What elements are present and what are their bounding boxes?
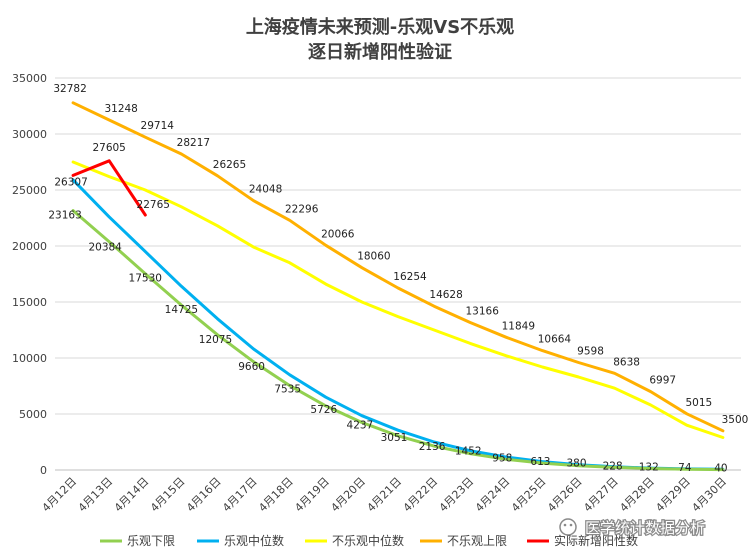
data-label-lower: 1452 [455, 446, 482, 458]
data-label-upper: 8638 [613, 356, 640, 368]
data-label-upper: 13166 [466, 306, 500, 318]
y-tick-label: 10000 [12, 352, 47, 365]
data-label-lower: 12075 [199, 334, 232, 346]
gridlines [55, 77, 741, 415]
y-tick-label: 0 [40, 464, 47, 477]
data-labels: 23163 20384 17530 14725 12075 9660 7535 5726 423… [48, 83, 748, 475]
data-label-lower: 17530 [129, 273, 162, 285]
x-tick-label: 4月25日 [509, 475, 549, 515]
x-tick-label: 4月15日 [148, 475, 188, 515]
data-label-lower: 132 [639, 462, 659, 474]
x-tick-label: 4月20日 [328, 475, 368, 515]
x-tick-label: 4月26日 [545, 475, 585, 515]
data-label-lower: 7535 [274, 384, 301, 396]
data-label-actual: 26307 [54, 176, 87, 188]
x-tick-label: 4月24日 [473, 475, 513, 515]
data-label-upper: 11849 [502, 320, 535, 332]
wechat-icon [559, 518, 577, 536]
x-tick-label: 4月28日 [617, 475, 657, 515]
data-label-lower: 14725 [165, 304, 198, 316]
x-tick-label: 4月21日 [365, 475, 405, 515]
data-label-lower: 228 [603, 460, 623, 472]
legend-label: 乐观下限 [127, 534, 175, 548]
x-tick-label: 4月14日 [112, 475, 152, 515]
legend-label: 不乐观上限 [447, 534, 507, 548]
data-label-upper: 9598 [577, 346, 604, 358]
data-label-lower: 4237 [347, 420, 374, 432]
data-label-upper: 32782 [53, 83, 86, 95]
x-axis: 4月12日4月13日4月14日4月15日4月16日4月17日4月18日4月19日… [40, 469, 741, 515]
data-label-lower: 2136 [419, 441, 446, 453]
x-tick-label: 4月17日 [220, 475, 260, 515]
series-line-0 [71, 209, 725, 472]
data-label-lower: 5726 [310, 404, 337, 416]
data-label-lower: 40 [714, 463, 727, 475]
data-label-lower: 380 [567, 458, 587, 470]
series-line-3 [71, 101, 725, 433]
data-label-upper: 5015 [685, 397, 712, 409]
legend-label: 不乐观中位数 [332, 533, 404, 548]
data-label-lower: 9660 [238, 361, 265, 373]
y-tick-label: 15000 [12, 296, 47, 309]
x-tick-label: 4月18日 [256, 475, 296, 515]
data-label-upper: 24048 [249, 184, 282, 196]
y-tick-label: 20000 [12, 240, 47, 253]
y-tick-label: 5000 [19, 408, 47, 421]
x-tick-label: 4月16日 [184, 475, 224, 515]
data-label-lower: 958 [492, 452, 512, 464]
data-label-upper: 26265 [213, 159, 246, 171]
y-tick-label: 30000 [12, 128, 47, 141]
x-tick-label: 4月22日 [401, 475, 441, 515]
legend-label: 实际新增阳性数 [554, 533, 638, 548]
data-label-lower: 23163 [48, 210, 81, 222]
data-label-lower: 613 [530, 456, 550, 468]
x-tick-label: 4月30日 [689, 475, 729, 515]
data-label-lower: 20384 [88, 242, 122, 254]
data-label-upper: 31248 [104, 103, 137, 115]
data-label-upper: 28217 [177, 137, 210, 149]
x-tick-label: 4月12日 [40, 475, 80, 515]
data-label-upper: 3500 [722, 414, 749, 426]
legend-label: 乐观中位数 [224, 533, 284, 548]
data-label-upper: 18060 [357, 251, 390, 263]
watermark-text: 医学统计数据分析 [585, 519, 705, 537]
x-tick-label: 4月27日 [581, 475, 621, 515]
data-label-upper: 14628 [429, 289, 462, 301]
legend: 乐观下限 乐观中位数 不乐观中位数 不乐观上限 实际新增阳性数 [100, 533, 638, 548]
x-tick-label: 4月23日 [437, 475, 477, 515]
data-label-lower: 3051 [381, 432, 408, 444]
series-line-1 [71, 178, 725, 471]
chart-subtitle: 逐日新增阳性验证 [308, 41, 452, 63]
y-tick-label: 25000 [12, 184, 47, 197]
plot-area [71, 101, 725, 472]
y-axis: 0 5000 10000 15000 20000 25000 30000 35000 [12, 72, 47, 477]
data-label-upper: 29714 [141, 120, 175, 132]
series-line-2 [71, 160, 725, 439]
data-label-upper: 22296 [285, 203, 319, 215]
wechat-icon-eye [569, 523, 573, 527]
data-label-actual: 27605 [92, 142, 125, 154]
data-label-lower: 74 [678, 462, 692, 474]
data-label-upper: 10664 [538, 334, 572, 346]
x-tick-label: 4月29日 [653, 475, 693, 515]
y-tick-label: 35000 [12, 72, 47, 85]
x-tick-label: 4月13日 [76, 475, 116, 515]
series-line-4 [71, 159, 147, 217]
data-label-upper: 6997 [649, 375, 676, 387]
wechat-icon-eye [563, 523, 567, 527]
watermark: 医学统计数据分析 [559, 518, 706, 538]
data-label-actual: 22765 [137, 199, 170, 211]
chart-title: 上海疫情未来预测-乐观VS不乐观 [246, 16, 514, 38]
data-label-upper: 20066 [321, 228, 355, 240]
data-label-upper: 16254 [393, 271, 427, 283]
x-tick-label: 4月19日 [292, 475, 332, 515]
